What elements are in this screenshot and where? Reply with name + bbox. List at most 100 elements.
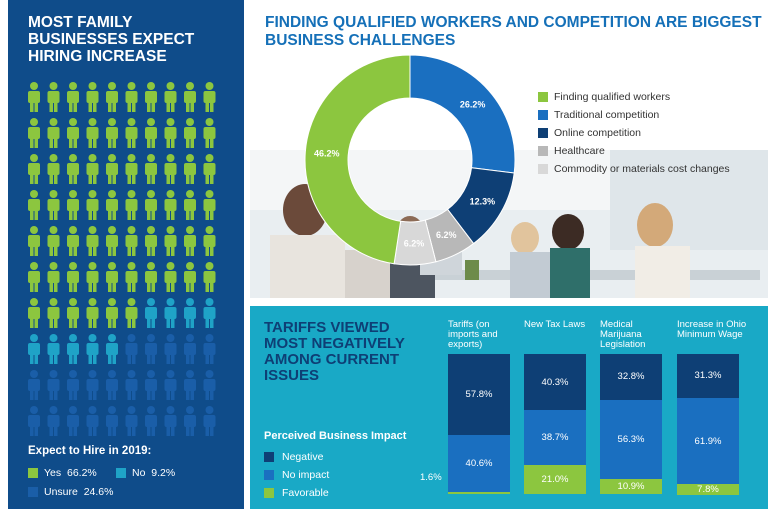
impact-legend-title: Perceived Business Impact <box>264 430 407 442</box>
stacked-bar: 40.3% 38.7% 21.0% <box>524 354 586 494</box>
legend-yes: Yes 66.2% <box>28 467 97 479</box>
bar-segment-favorable <box>448 491 510 494</box>
person-icon <box>125 190 138 220</box>
donut-data-label: 12.3% <box>470 197 496 207</box>
tariffs-panel: TARIFFS VIEWED MOST NEGATIVELY AMONG CUR… <box>250 306 768 509</box>
person-icon <box>145 190 157 220</box>
hire-subtitle: Expect to Hire in 2019: <box>28 445 152 457</box>
donut-data-label: 6.2% <box>436 230 457 240</box>
bar-segment-negative: 40.3% <box>524 354 586 411</box>
person-icon <box>125 334 138 364</box>
person-icon <box>47 226 60 256</box>
person-icon <box>184 298 196 328</box>
person-icon <box>67 370 79 400</box>
legend-yes-swatch <box>28 468 38 478</box>
hiring-title: MOST FAMILY BUSINESSES EXPECT HIRING INC… <box>28 14 195 65</box>
person-icon <box>145 82 157 112</box>
person-icon <box>164 298 177 328</box>
legend-label: Online competition <box>554 127 641 139</box>
no-impact-label: No impact <box>282 469 330 481</box>
person-icon <box>125 370 138 400</box>
legend-no-value: 9.2% <box>151 467 176 479</box>
impact-legend: Negative No impact Favorable <box>264 448 329 502</box>
person-icon <box>125 406 138 436</box>
legend-swatch <box>538 128 548 138</box>
donut-data-label: 6.2% <box>404 238 425 248</box>
person-icon <box>67 118 79 148</box>
person-icon <box>47 190 60 220</box>
person-icon <box>125 226 138 256</box>
legend-unsure-swatch <box>28 487 38 497</box>
person-icon <box>67 334 79 364</box>
people-pictogram <box>28 82 216 436</box>
person-icon <box>28 118 40 148</box>
person-icon <box>203 406 216 436</box>
bar-category-label: Medical Marijuana Legislation <box>600 319 646 350</box>
person-icon <box>145 298 157 328</box>
legend-yes-label: Yes <box>44 467 62 479</box>
person-icon <box>86 370 99 400</box>
challenges-legend: Finding qualified workers Traditional com… <box>538 88 730 178</box>
person-icon <box>28 406 40 436</box>
person-icon <box>164 370 177 400</box>
person-icon <box>106 226 118 256</box>
person-icon <box>203 82 216 112</box>
person-icon <box>28 334 40 364</box>
impact-legend-no-impact: No impact <box>264 466 329 484</box>
person-icon <box>164 154 177 184</box>
person-icon <box>145 226 157 256</box>
person-icon <box>145 154 157 184</box>
hiring-panel: MOST FAMILY BUSINESSES EXPECT HIRING INC… <box>8 0 244 509</box>
challenges-legend-item: Healthcare <box>538 142 730 160</box>
bar-segment-favorable: 21.0% <box>524 464 586 494</box>
bar-segment-negative: 57.8% <box>448 354 510 435</box>
legend-label: Traditional competition <box>554 109 660 121</box>
person-icon <box>67 262 79 292</box>
stacked-bar: 32.8% 56.3% 10.9% <box>600 354 662 494</box>
person-icon <box>28 154 40 184</box>
person-icon <box>145 406 157 436</box>
person-icon <box>28 190 40 220</box>
person-icon <box>86 190 99 220</box>
bar-segment-negative: 32.8% <box>600 354 662 400</box>
challenges-legend-item: Traditional competition <box>538 106 730 124</box>
person-icon <box>184 406 196 436</box>
person-icon <box>125 298 138 328</box>
person-icon <box>164 118 177 148</box>
bar-segment-no-impact: 40.6% <box>448 434 510 492</box>
person-icon <box>106 406 118 436</box>
negative-label: Negative <box>282 451 324 463</box>
person-icon <box>67 82 79 112</box>
challenges-legend-item: Commodity or materials cost changes <box>538 160 730 178</box>
person-icon <box>28 298 40 328</box>
bar-segment-no-impact: 56.3% <box>600 399 662 479</box>
person-icon <box>106 262 118 292</box>
person-icon <box>125 82 138 112</box>
challenges-donut-chart: 26.2% 12.3% 6.2% 6.2% 46.2% <box>304 54 516 266</box>
person-icon <box>86 154 99 184</box>
donut-data-label: 46.2% <box>314 149 340 159</box>
person-icon <box>47 298 60 328</box>
person-icon <box>164 406 177 436</box>
person-icon <box>125 262 138 292</box>
person-icon <box>203 262 216 292</box>
favorable-label: Favorable <box>282 487 329 499</box>
legend-swatch <box>538 164 548 174</box>
person-icon <box>106 334 118 364</box>
bar-segment-favorable: 10.9% <box>600 478 662 494</box>
challenges-legend-item: Online competition <box>538 124 730 142</box>
bar-segment-favorable: 7.8% <box>677 484 739 495</box>
person-icon <box>67 190 79 220</box>
negative-swatch <box>264 452 274 462</box>
person-icon <box>67 298 79 328</box>
legend-label: Commodity or materials cost changes <box>554 163 730 175</box>
legend-no: No 9.2% <box>116 467 175 479</box>
bar-segment-negative: 31.3% <box>677 354 739 398</box>
legend-no-swatch <box>116 468 126 478</box>
person-icon <box>106 190 118 220</box>
person-icon <box>203 118 216 148</box>
person-icon <box>106 82 118 112</box>
person-icon <box>125 118 138 148</box>
person-icon <box>184 334 196 364</box>
person-icon <box>106 298 118 328</box>
